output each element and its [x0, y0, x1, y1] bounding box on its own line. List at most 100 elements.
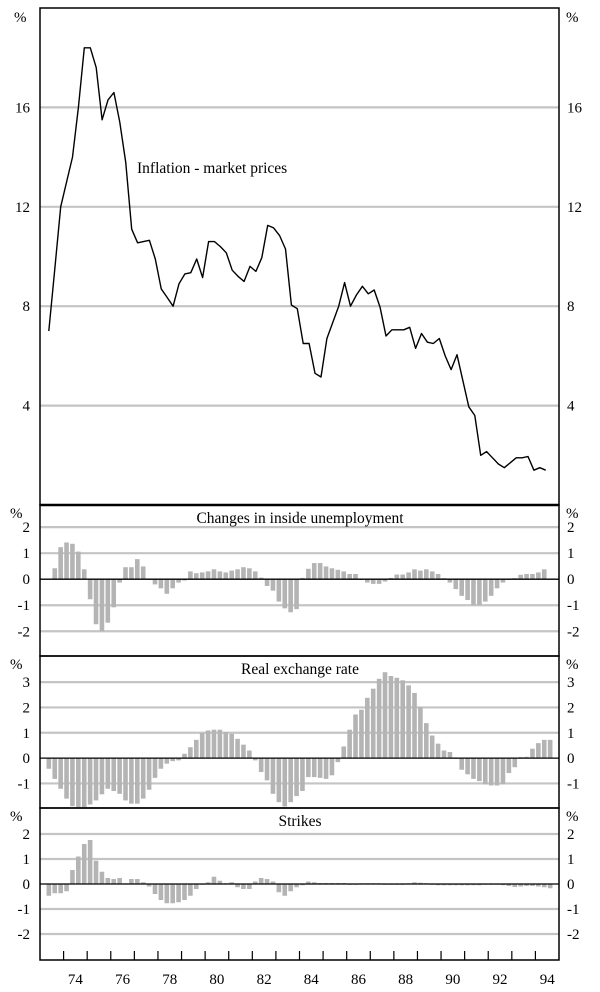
x-tick-label: 88	[398, 972, 413, 987]
bar	[524, 884, 529, 886]
bar	[52, 758, 58, 779]
bar	[547, 884, 553, 889]
bar	[193, 573, 199, 580]
y-tick-label-right: 12	[567, 200, 582, 216]
bar	[188, 747, 193, 759]
bar	[400, 574, 406, 580]
bar	[447, 752, 453, 759]
bar	[270, 579, 276, 591]
bar	[394, 677, 400, 759]
bar	[87, 579, 93, 600]
bar	[258, 878, 264, 884]
bar	[87, 840, 93, 884]
bar	[282, 884, 288, 896]
bar	[365, 697, 370, 759]
bar	[394, 574, 400, 580]
x-tick-label: 80	[209, 972, 224, 987]
bar	[306, 758, 311, 778]
y-unit-label-right: %	[566, 809, 579, 825]
bar	[388, 577, 394, 580]
bar	[146, 884, 152, 887]
x-tick-label: 82	[257, 972, 272, 987]
bar	[99, 579, 105, 632]
bar	[135, 879, 140, 884]
bar	[435, 743, 441, 759]
panel-frame	[39, 7, 560, 506]
y-tick-label-right: 4	[567, 399, 575, 415]
bar	[376, 678, 382, 759]
y-tick-label-left: -1	[18, 776, 31, 792]
bar	[146, 758, 152, 790]
bar	[229, 733, 234, 759]
y-tick-label-left: -2	[18, 624, 31, 640]
bar	[182, 579, 187, 581]
y-tick-label-right: -2	[567, 624, 580, 640]
bar	[459, 579, 464, 596]
bar	[205, 571, 211, 580]
bar	[223, 732, 229, 759]
bar	[453, 579, 459, 590]
bar	[211, 729, 217, 759]
bar	[311, 758, 317, 778]
panel-title: Changes in inside unemployment	[196, 510, 404, 527]
bar	[93, 758, 99, 801]
bar	[64, 884, 69, 892]
bar	[541, 884, 547, 888]
y-tick-label-right: 1	[567, 726, 575, 742]
bar	[193, 884, 199, 889]
bar	[264, 879, 270, 884]
bar	[412, 569, 417, 580]
bar	[188, 884, 193, 896]
bar	[123, 758, 128, 801]
bar	[170, 884, 175, 904]
y-tick-label-right: 2	[567, 700, 575, 716]
y-tick-label-right: 1	[567, 546, 575, 562]
bar	[370, 579, 376, 584]
bar	[205, 882, 211, 884]
bar	[412, 882, 417, 884]
x-tick-label: 94	[540, 972, 556, 987]
bar	[182, 753, 187, 759]
bar	[252, 571, 258, 580]
y-unit-label-right: %	[566, 657, 579, 673]
bar	[247, 568, 252, 580]
bar	[140, 758, 146, 799]
bar	[406, 685, 411, 759]
bar	[506, 884, 512, 886]
bar	[311, 563, 317, 580]
bar	[382, 579, 388, 582]
bar	[58, 758, 63, 789]
bar	[76, 551, 81, 580]
bar	[258, 577, 264, 580]
bar	[306, 881, 311, 884]
y-tick-label-left: -1	[18, 902, 31, 918]
bar	[341, 571, 347, 580]
bar	[58, 547, 63, 580]
y-tick-label-right: 1	[567, 852, 575, 868]
bar	[282, 758, 288, 807]
y-tick-label-left: 3	[23, 675, 31, 691]
bar	[288, 884, 293, 892]
bar	[235, 884, 240, 888]
bar	[93, 860, 99, 884]
bar	[105, 579, 111, 623]
bar	[536, 743, 541, 759]
bar	[164, 758, 170, 764]
y-tick-label-left: 1	[23, 726, 31, 742]
bar	[258, 758, 264, 773]
bar	[518, 574, 523, 580]
y-tick-label-right: -1	[567, 902, 580, 918]
bar	[536, 572, 541, 580]
bar	[288, 758, 293, 803]
bar	[99, 871, 105, 884]
bar	[76, 856, 81, 884]
x-tick-label: 90	[445, 972, 460, 987]
bar	[105, 758, 111, 789]
x-tick-label: 84	[304, 972, 320, 987]
bar	[241, 567, 246, 580]
y-tick-label-right: 0	[567, 877, 575, 893]
y-unit-label-left: %	[10, 657, 23, 673]
y-tick-label-left: 16	[15, 100, 31, 116]
bar	[471, 758, 476, 779]
bar	[117, 758, 122, 794]
